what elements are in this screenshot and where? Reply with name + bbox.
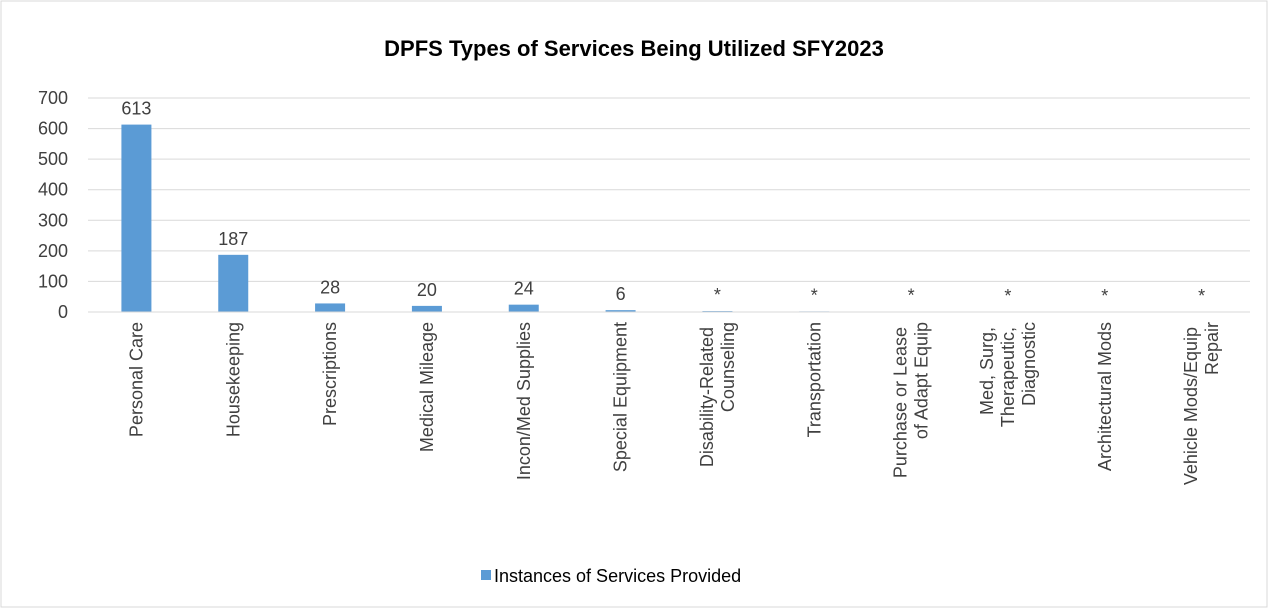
value-label: * xyxy=(811,285,818,305)
y-tick-label: 400 xyxy=(38,180,68,200)
bar xyxy=(411,305,442,312)
value-label: * xyxy=(1004,286,1011,306)
bar xyxy=(605,310,636,312)
y-tick-label: 700 xyxy=(38,88,68,108)
legend-swatch xyxy=(481,570,491,580)
value-label: 20 xyxy=(417,280,437,300)
value-label: * xyxy=(714,285,721,305)
x-tick-label: Incon/Med Supplies xyxy=(514,322,534,480)
y-tick-label: 200 xyxy=(38,241,68,261)
y-tick-label: 600 xyxy=(38,119,68,139)
bar xyxy=(218,254,249,312)
y-tick-label: 500 xyxy=(38,149,68,169)
legend-label: Instances of Services Provided xyxy=(494,566,741,586)
x-tick-label: Architectural Mods xyxy=(1095,322,1115,471)
x-tick-label: Prescriptions xyxy=(320,322,340,426)
chart-title: DPFS Types of Services Being Utilized SF… xyxy=(384,36,884,61)
value-label: 24 xyxy=(514,279,534,299)
bar xyxy=(508,304,539,312)
value-label: 187 xyxy=(218,229,248,249)
bar xyxy=(315,303,346,312)
value-label: 6 xyxy=(616,284,626,304)
bar xyxy=(121,124,152,313)
x-tick-label: Special Equipment xyxy=(611,322,631,472)
x-tick-label: Medical Mileage xyxy=(417,322,437,452)
value-label: 613 xyxy=(121,99,151,119)
value-label: * xyxy=(908,286,915,306)
value-label: * xyxy=(1198,286,1205,306)
x-tick-label: Purchase or Lease of Adapt Equip xyxy=(891,322,932,478)
value-label: 28 xyxy=(320,277,340,297)
y-tick-label: 300 xyxy=(38,210,68,230)
x-tick-label: Housekeeping xyxy=(223,322,243,437)
x-tick-label: Personal Care xyxy=(126,322,146,437)
x-tick-label: Transportation xyxy=(804,322,824,437)
value-label: * xyxy=(1101,286,1108,306)
x-tick-label: Vehicle Mods/Equip Repair xyxy=(1181,322,1222,485)
x-tick-label: Med, Surg, Therapeutic, Diagnostic xyxy=(977,322,1039,427)
y-tick-label: 100 xyxy=(38,271,68,291)
y-tick-label: 0 xyxy=(58,302,68,322)
x-tick-label: Disability-Related Counseling xyxy=(697,322,738,467)
